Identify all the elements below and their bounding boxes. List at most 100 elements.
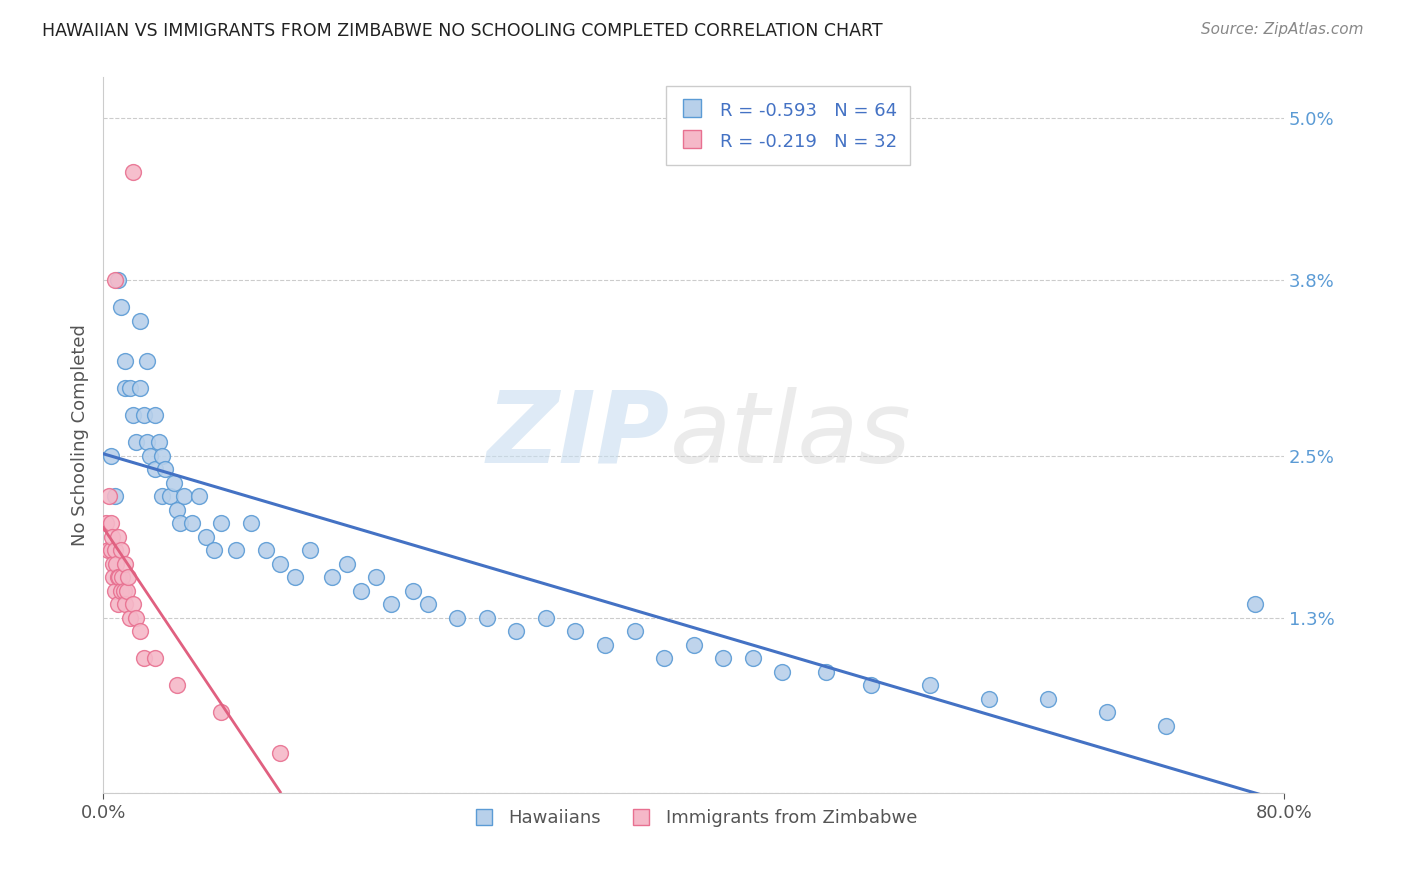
Point — [101, 530, 124, 544]
Point — [121, 597, 143, 611]
Point — [100, 449, 122, 463]
Point — [741, 651, 763, 665]
Point — [129, 624, 152, 639]
Point — [159, 489, 181, 503]
Point — [269, 746, 291, 760]
Point — [114, 354, 136, 368]
Point — [321, 570, 343, 584]
Point — [103, 570, 125, 584]
Point — [118, 381, 141, 395]
Point — [150, 489, 173, 503]
Point — [446, 611, 468, 625]
Point — [163, 475, 186, 490]
Text: ZIP: ZIP — [486, 387, 669, 483]
Point — [143, 408, 166, 422]
Point — [124, 435, 146, 450]
Point — [623, 624, 645, 639]
Point — [129, 313, 152, 327]
Point — [148, 435, 170, 450]
Point — [534, 611, 557, 625]
Point — [139, 449, 162, 463]
Point — [682, 638, 704, 652]
Point — [188, 489, 211, 503]
Point — [143, 651, 166, 665]
Point — [1036, 691, 1059, 706]
Point — [153, 462, 176, 476]
Point — [366, 570, 388, 584]
Point — [136, 435, 159, 450]
Point — [117, 570, 139, 584]
Point — [107, 570, 129, 584]
Point — [1243, 597, 1265, 611]
Text: Source: ZipAtlas.com: Source: ZipAtlas.com — [1201, 22, 1364, 37]
Point — [505, 624, 527, 639]
Point — [298, 543, 321, 558]
Point — [180, 516, 202, 531]
Point — [110, 583, 132, 598]
Point — [284, 570, 307, 584]
Text: atlas: atlas — [669, 387, 911, 483]
Point — [859, 678, 882, 692]
Point — [114, 557, 136, 571]
Point — [564, 624, 586, 639]
Point — [336, 557, 359, 571]
Point — [150, 449, 173, 463]
Point — [100, 543, 122, 558]
Point — [380, 597, 402, 611]
Point — [103, 557, 125, 571]
Point — [134, 651, 156, 665]
Point — [108, 570, 131, 584]
Point — [239, 516, 262, 531]
Point — [98, 489, 121, 503]
Point — [129, 381, 152, 395]
Point — [107, 273, 129, 287]
Point — [121, 408, 143, 422]
Point — [104, 273, 127, 287]
Point — [225, 543, 247, 558]
Point — [134, 408, 156, 422]
Point — [143, 462, 166, 476]
Point — [173, 489, 195, 503]
Point — [166, 502, 188, 516]
Point — [118, 611, 141, 625]
Point — [169, 516, 191, 531]
Legend: Hawaiians, Immigrants from Zimbabwe: Hawaiians, Immigrants from Zimbabwe — [463, 802, 924, 834]
Point — [815, 665, 838, 679]
Point — [202, 543, 225, 558]
Point — [115, 583, 138, 598]
Point — [104, 543, 127, 558]
Point — [111, 570, 134, 584]
Point — [94, 516, 117, 531]
Point — [350, 583, 373, 598]
Point — [402, 583, 425, 598]
Point — [121, 165, 143, 179]
Point — [136, 354, 159, 368]
Point — [918, 678, 941, 692]
Point — [110, 543, 132, 558]
Point — [112, 583, 135, 598]
Point — [100, 516, 122, 531]
Point — [166, 678, 188, 692]
Point — [254, 543, 277, 558]
Point — [96, 543, 118, 558]
Point — [107, 530, 129, 544]
Point — [652, 651, 675, 665]
Point — [195, 530, 218, 544]
Point — [114, 381, 136, 395]
Point — [770, 665, 793, 679]
Point — [104, 489, 127, 503]
Point — [110, 300, 132, 314]
Point — [104, 583, 127, 598]
Point — [711, 651, 734, 665]
Point — [107, 597, 129, 611]
Point — [416, 597, 439, 611]
Point — [1095, 706, 1118, 720]
Point — [977, 691, 1000, 706]
Text: HAWAIIAN VS IMMIGRANTS FROM ZIMBABWE NO SCHOOLING COMPLETED CORRELATION CHART: HAWAIIAN VS IMMIGRANTS FROM ZIMBABWE NO … — [42, 22, 883, 40]
Point — [105, 557, 128, 571]
Point — [269, 557, 291, 571]
Point — [124, 611, 146, 625]
Point — [209, 516, 232, 531]
Point — [1154, 719, 1177, 733]
Point — [593, 638, 616, 652]
